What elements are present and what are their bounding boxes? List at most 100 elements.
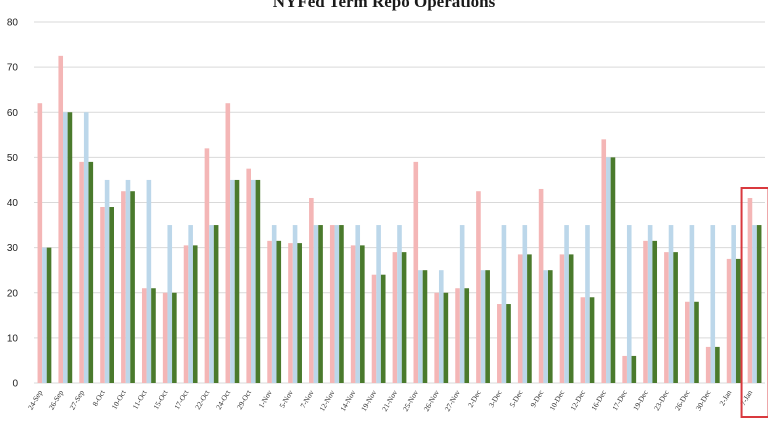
bar xyxy=(501,225,507,383)
bar xyxy=(355,225,361,383)
x-tick-label: 10-Dec xyxy=(547,388,566,412)
bar xyxy=(37,103,43,383)
x-tick-label: 14-Nov xyxy=(338,388,357,413)
bar xyxy=(506,304,511,383)
bar xyxy=(339,225,344,383)
x-tick-label: 24-Sep xyxy=(26,388,45,411)
bar xyxy=(606,157,611,383)
x-tick-label: 26-Nov xyxy=(422,388,441,413)
x-tick-label: 10-Oct xyxy=(110,388,129,411)
bar xyxy=(246,168,251,383)
bar xyxy=(459,225,465,383)
x-tick-label: 2-Dec xyxy=(466,388,483,409)
bar xyxy=(360,245,365,383)
gridlines xyxy=(34,21,765,384)
x-tick-label: 16-Dec xyxy=(589,388,608,412)
x-tick-label: 27-Sep xyxy=(68,388,87,411)
x-tick-label: 19-Nov xyxy=(359,388,378,413)
x-tick-label: 27-Nov xyxy=(443,388,462,413)
bar xyxy=(67,112,73,383)
x-tick-label: 17-Dec xyxy=(610,388,629,412)
bar xyxy=(673,252,678,383)
x-tick-label: 11-Oct xyxy=(131,388,150,411)
x-tick-label: 2-Jan xyxy=(717,388,733,407)
y-tick-label: 20 xyxy=(7,288,19,299)
bar xyxy=(538,188,544,383)
bar xyxy=(58,55,64,383)
bar xyxy=(622,355,627,383)
bar xyxy=(172,292,177,383)
x-tick-label: 23-Dec xyxy=(652,388,671,412)
bar xyxy=(610,157,616,383)
bar xyxy=(313,225,319,383)
bar xyxy=(162,292,168,383)
bar xyxy=(464,288,470,383)
bar xyxy=(548,270,553,383)
bar xyxy=(297,243,302,383)
bar xyxy=(726,258,732,383)
bar xyxy=(715,346,720,383)
bar xyxy=(564,225,569,383)
bar xyxy=(100,207,105,383)
bar xyxy=(397,225,402,383)
bar xyxy=(438,270,444,383)
bar xyxy=(141,288,147,383)
bar xyxy=(267,240,272,383)
x-tick-label: 26-Dec xyxy=(673,388,692,412)
bar xyxy=(455,288,460,383)
x-tick-label: 19-Dec xyxy=(631,388,650,412)
bar xyxy=(568,254,574,383)
bar xyxy=(209,225,214,383)
bar xyxy=(735,258,741,383)
bar xyxy=(83,112,89,383)
y-tick-label: 10 xyxy=(7,333,19,344)
y-tick-label: 40 xyxy=(7,198,19,209)
y-tick-label: 50 xyxy=(7,153,19,164)
bar xyxy=(401,252,407,383)
y-tick-label: 80 xyxy=(7,18,19,29)
bar xyxy=(88,161,94,383)
highlight-box xyxy=(740,187,768,418)
x-tick-label: 25-Nov xyxy=(401,388,420,413)
bar xyxy=(309,197,314,383)
bar xyxy=(371,274,377,383)
x-tick-label: 22-Oct xyxy=(193,388,212,411)
bar xyxy=(329,225,335,383)
bar xyxy=(747,197,753,383)
bars xyxy=(37,55,762,383)
bar xyxy=(422,270,428,383)
bar xyxy=(380,274,386,383)
bar xyxy=(183,245,189,383)
bar xyxy=(631,355,637,383)
bar xyxy=(292,225,298,383)
highlight-rectangle xyxy=(740,187,768,418)
x-tick-label: 5-Nov xyxy=(277,388,295,409)
bar xyxy=(109,207,114,383)
x-tick-label: 21-Nov xyxy=(380,388,399,413)
bar xyxy=(151,288,156,383)
bar xyxy=(752,225,757,383)
bar xyxy=(350,245,356,383)
bar xyxy=(418,270,423,383)
bar xyxy=(192,245,198,383)
x-tick-label: 26-Sep xyxy=(47,388,66,411)
bar xyxy=(104,179,110,383)
bar xyxy=(756,225,762,383)
x-tick-label: 30-Dec xyxy=(694,388,713,412)
bar xyxy=(580,297,586,383)
bar xyxy=(213,225,219,383)
bar xyxy=(234,179,240,383)
bar xyxy=(376,225,381,383)
x-tick-label: 17-Oct xyxy=(172,388,191,411)
bar xyxy=(225,103,231,383)
x-tick-label: 8-Oct xyxy=(90,388,107,408)
bar xyxy=(167,225,173,383)
bar xyxy=(731,225,736,383)
bar xyxy=(694,301,699,383)
bar xyxy=(63,112,68,383)
x-axis-ticks: 24-Sep 26-Sep 27-Sep 8-Oct 10-Oct 11-Oct 15-Oc… xyxy=(26,388,755,413)
bar xyxy=(668,225,674,383)
y-tick-label: 30 xyxy=(7,243,19,254)
x-tick-label: 5-Dec xyxy=(508,388,525,409)
